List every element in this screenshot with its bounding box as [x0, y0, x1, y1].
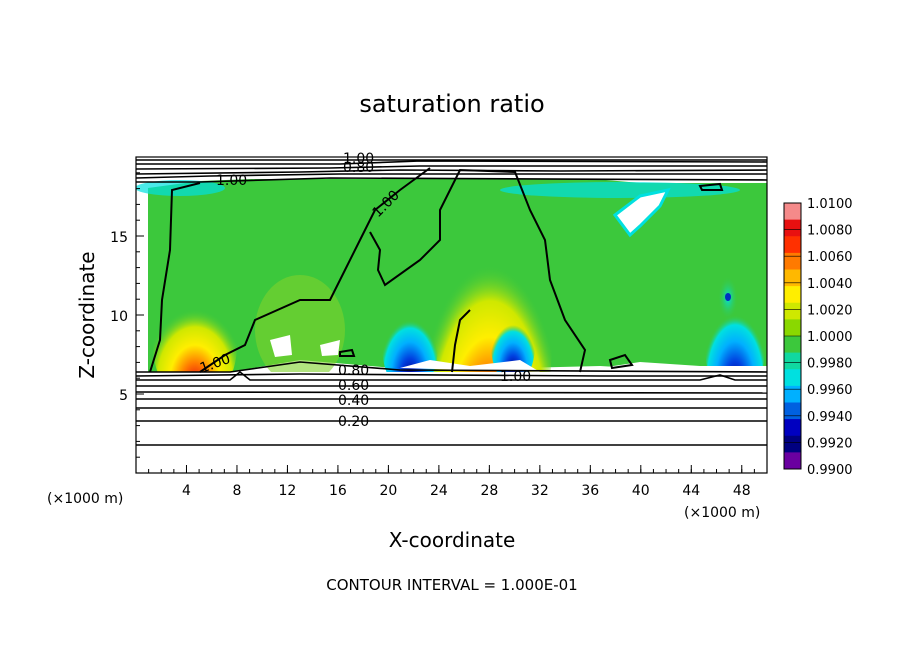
- y-axis-unit: (×1000 m): [47, 491, 123, 507]
- contour-line: [135, 391, 768, 394]
- y-tick-label: 10: [110, 309, 128, 325]
- heatmap-field: [136, 157, 767, 473]
- x-tick-label: 8: [232, 483, 241, 499]
- colorbar-label: 0.9980: [807, 357, 853, 372]
- contour-label: 0.60: [338, 378, 369, 394]
- colorbar-label: 1.0100: [807, 197, 853, 212]
- subsaturated-patch: [612, 187, 671, 238]
- contour-label: 0.80: [338, 363, 369, 379]
- contour-line: [136, 160, 768, 165]
- colorbar-band: [784, 203, 801, 221]
- x-axis-ticks: 4 8 12 16 20 24 28 32 36 40 44 48: [148, 465, 755, 499]
- colorbar-band: [784, 236, 801, 254]
- colorbar-band: [784, 419, 801, 437]
- colorbar-band: [784, 402, 801, 420]
- colorbar-band: [784, 452, 801, 470]
- colorbar-label: 0.9920: [807, 436, 853, 451]
- contour-line: [136, 370, 767, 381]
- colorbar-label: 0.9940: [807, 410, 853, 425]
- colorbar-label: 1.0020: [807, 303, 853, 318]
- contour-label: 0.40: [338, 393, 369, 409]
- contour-line: [135, 373, 767, 377]
- contour-label: 1.00: [216, 173, 247, 189]
- y-axis-ticks: 5 10 15: [110, 172, 144, 458]
- x-axis-label: X-coordinate: [389, 528, 516, 552]
- x-tick-label: 40: [632, 483, 650, 499]
- x-tick-label: 24: [430, 483, 448, 499]
- x-tick-label: 20: [379, 483, 397, 499]
- colorbar-band: [784, 336, 801, 354]
- x-tick-label: 48: [733, 483, 751, 499]
- colorbar-band: [784, 252, 801, 270]
- contour-line: [339, 348, 356, 357]
- contour-line: [369, 168, 587, 373]
- colorbar-label: 1.0060: [807, 250, 853, 265]
- colorbar-band: [784, 352, 801, 370]
- x-tick-label: 36: [581, 483, 599, 499]
- contour-label: 0.20: [338, 414, 369, 430]
- contour-line: [135, 165, 767, 170]
- contour-lines: [135, 159, 768, 446]
- colorbar-band: [784, 269, 801, 287]
- contour-line: [136, 177, 768, 183]
- contour-line: [608, 353, 634, 370]
- x-axis-unit: (×1000 m): [684, 505, 760, 521]
- colorbar-band: [784, 385, 801, 403]
- contour-line: [199, 167, 431, 373]
- colorbar-band: [784, 286, 801, 304]
- x-tick-label: 16: [329, 483, 347, 499]
- contour-line: [135, 169, 768, 175]
- contour-label: 0.80: [343, 160, 374, 176]
- colorbar-label: 1.0000: [807, 330, 853, 345]
- colorbar-band: [784, 319, 801, 337]
- colorbar-label: 0.9960: [807, 383, 853, 398]
- contour-label: 1.00: [500, 369, 531, 385]
- contour-line: [698, 182, 724, 191]
- colorbar-band: [784, 369, 801, 387]
- x-tick-label: 32: [531, 483, 549, 499]
- contour-label: 1.00: [343, 151, 374, 167]
- colorbar-label: 1.0080: [807, 224, 853, 239]
- colorbar-band: [784, 435, 801, 453]
- colorbar-band: [784, 219, 801, 237]
- colorbar-label: 0.9900: [807, 463, 853, 478]
- colorbar-band: [784, 302, 801, 320]
- contour-line: [135, 173, 767, 179]
- contour-interval-note: CONTOUR INTERVAL = 1.000E-01: [326, 576, 577, 594]
- y-tick-label: 5: [119, 388, 128, 404]
- contour-line: [451, 309, 471, 373]
- y-tick-label: 15: [110, 230, 128, 246]
- x-tick-label: 44: [682, 483, 700, 499]
- colorbar: 1.0100 1.0080 1.0060 1.0040 1.0020 1.0000 0.99…: [783, 197, 853, 478]
- contour-line: [149, 182, 201, 373]
- x-tick-label: 28: [480, 483, 498, 499]
- y-axis-label: Z-coordinate: [75, 251, 99, 378]
- colorbar-label: 1.0040: [807, 277, 853, 292]
- x-tick-label: 12: [279, 483, 297, 499]
- chart-title: saturation ratio: [359, 90, 544, 118]
- x-tick-label: 4: [182, 483, 191, 499]
- contour-line: [136, 361, 768, 373]
